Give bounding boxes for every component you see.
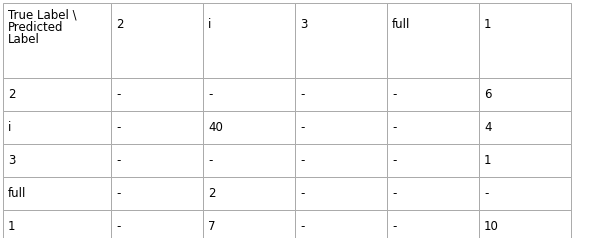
Text: Predicted: Predicted	[8, 21, 64, 34]
Text: -: -	[392, 187, 397, 200]
Text: -: -	[392, 220, 397, 233]
Text: -: -	[116, 88, 120, 101]
Bar	[3, 3, 111, 78]
Text: 4: 4	[484, 121, 492, 134]
Bar	[3, 78, 111, 111]
Text: -: -	[116, 121, 120, 134]
Bar	[479, 177, 571, 210]
Text: -: -	[116, 220, 120, 233]
Text: True Label \: True Label \	[8, 9, 77, 22]
Text: -: -	[392, 88, 397, 101]
Bar	[295, 177, 387, 210]
Text: i: i	[8, 121, 12, 134]
Bar	[295, 144, 387, 177]
Text: 6: 6	[484, 88, 492, 101]
Text: -: -	[300, 88, 305, 101]
Bar	[295, 78, 387, 111]
Text: 1: 1	[484, 18, 492, 30]
Text: 2: 2	[8, 88, 15, 101]
Bar	[387, 144, 479, 177]
Text: -: -	[116, 187, 120, 200]
Text: -: -	[392, 154, 397, 167]
Text: -: -	[300, 121, 305, 134]
Bar	[203, 111, 295, 144]
Bar	[111, 144, 203, 177]
Bar	[111, 111, 203, 144]
Text: 7: 7	[208, 220, 216, 233]
Text: -: -	[300, 220, 305, 233]
Bar	[479, 144, 571, 177]
Bar	[295, 3, 387, 78]
Text: full: full	[8, 187, 26, 200]
Bar	[203, 3, 295, 78]
Bar	[479, 210, 571, 238]
Bar	[387, 210, 479, 238]
Bar	[387, 111, 479, 144]
Text: -: -	[300, 187, 305, 200]
Text: 2: 2	[208, 187, 216, 200]
Bar	[387, 78, 479, 111]
Text: 3: 3	[300, 18, 307, 30]
Bar	[111, 3, 203, 78]
Text: 1: 1	[484, 154, 492, 167]
Text: -: -	[392, 121, 397, 134]
Bar	[3, 177, 111, 210]
Text: 2: 2	[116, 18, 123, 30]
Bar	[203, 78, 295, 111]
Bar	[479, 3, 571, 78]
Bar	[387, 3, 479, 78]
Bar	[479, 78, 571, 111]
Bar	[203, 177, 295, 210]
Text: Label: Label	[8, 33, 40, 46]
Bar	[3, 210, 111, 238]
Text: 10: 10	[484, 220, 499, 233]
Text: -: -	[116, 154, 120, 167]
Bar	[111, 78, 203, 111]
Bar	[3, 144, 111, 177]
Bar	[3, 111, 111, 144]
Bar	[295, 111, 387, 144]
Text: -: -	[484, 187, 489, 200]
Bar	[387, 177, 479, 210]
Bar	[111, 210, 203, 238]
Bar	[203, 210, 295, 238]
Text: 3: 3	[8, 154, 15, 167]
Bar	[111, 177, 203, 210]
Text: full: full	[392, 18, 410, 30]
Text: i: i	[208, 18, 211, 30]
Bar	[203, 144, 295, 177]
Text: 40: 40	[208, 121, 223, 134]
Text: 1: 1	[8, 220, 15, 233]
Text: -: -	[208, 154, 212, 167]
Bar	[295, 210, 387, 238]
Text: -: -	[300, 154, 305, 167]
Bar	[479, 111, 571, 144]
Text: -: -	[208, 88, 212, 101]
